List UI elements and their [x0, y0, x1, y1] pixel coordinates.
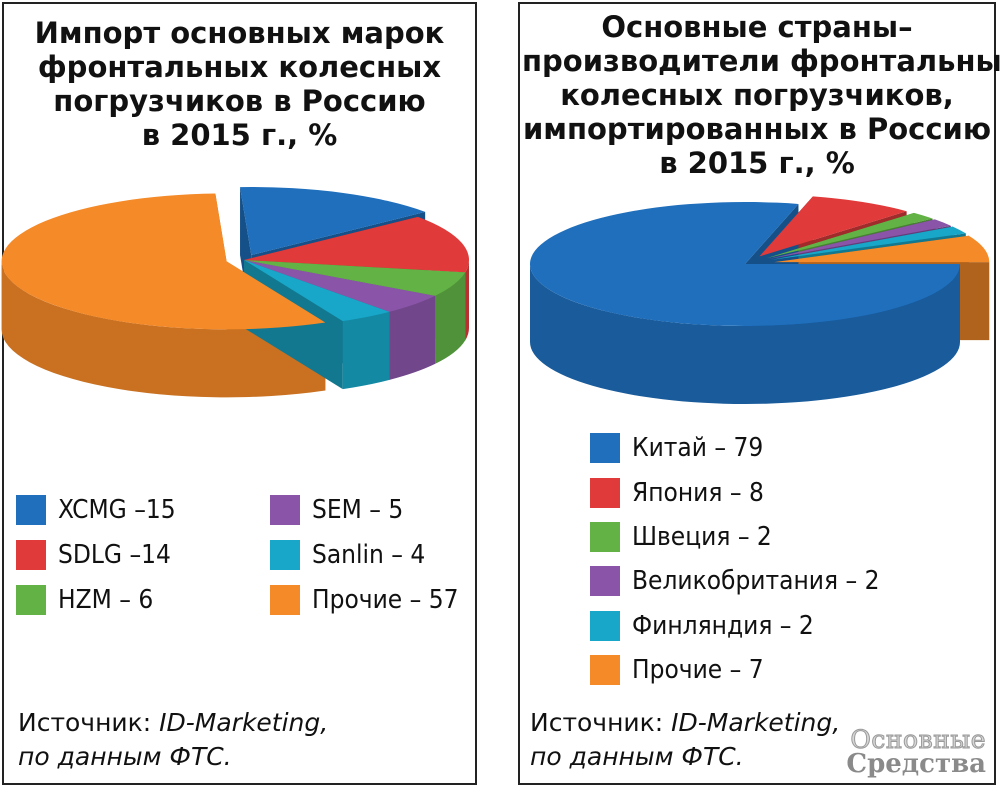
left-title-line-2: фронтальных колесных — [37, 50, 442, 84]
right-legend-item-uk: Великобритания – 2 — [590, 566, 879, 596]
right-title-line-5: в 2015 г., % — [659, 146, 855, 180]
pie-slice-3 — [244, 260, 436, 312]
legend-label: HZM – 6 — [58, 585, 154, 615]
legend-label: Китай – 79 — [632, 433, 764, 463]
source-name: ID-Marketing, — [671, 708, 841, 737]
left-legend-item-sdlg: SDLG –14 — [16, 540, 171, 570]
pie-slice-0 — [530, 201, 960, 326]
legend-swatch — [270, 495, 300, 525]
left-legend-item-xcmg: XCMG –15 — [16, 495, 176, 525]
right-title-line-4: импортированных в Россию — [522, 112, 992, 146]
pie-slice-2 — [244, 260, 466, 296]
right-legend-item-other: Прочие – 7 — [590, 655, 764, 685]
legend-swatch — [16, 585, 46, 615]
legend-swatch — [270, 540, 300, 570]
left-title-line-1: Импорт основных марок — [34, 16, 445, 50]
pie-slice-3 — [769, 219, 951, 259]
legend-swatch — [16, 495, 46, 525]
legend-swatch — [590, 433, 620, 463]
source-prefix: Источник: — [530, 708, 672, 737]
left-legend-item-sem: SEM – 5 — [270, 495, 403, 525]
legend-swatch — [590, 655, 620, 685]
publisher-watermark: Основные Средства — [846, 725, 986, 779]
source-name: ID-Marketing, — [159, 708, 329, 737]
left-legend-item-other: Прочие – 57 — [270, 585, 458, 615]
legend-swatch — [270, 585, 300, 615]
left-source-note: Источник: ID-Marketing, по данным ФТС. — [18, 706, 328, 774]
legend-label: Швеция – 2 — [632, 522, 772, 552]
legend-swatch — [590, 566, 620, 596]
legend-label: Прочие – 7 — [632, 655, 764, 685]
pie-slice-2 — [766, 212, 933, 259]
left-chart-panel: Импорт основных марок фронтальных колесн… — [1, 2, 477, 785]
pie-slice-5 — [774, 235, 990, 263]
right-source-note: Источник: ID-Marketing, по данным ФТС. — [530, 706, 840, 774]
pie-slice-4 — [771, 226, 966, 260]
legend-label: Великобритания – 2 — [632, 566, 880, 596]
left-title-line-3: погрузчиков в Россию — [53, 84, 426, 118]
right-legend-item-sweden: Швеция – 2 — [590, 522, 772, 552]
legend-label: XCMG –15 — [58, 495, 176, 525]
legend-swatch — [590, 478, 620, 508]
pie-slice-1 — [244, 216, 469, 273]
source-line-2: по данным ФТС. — [530, 742, 744, 771]
right-title-line-3: колесных погрузчиков, — [560, 78, 954, 112]
right-legend-item-finland: Финляндия – 2 — [590, 611, 814, 641]
left-pie-chart — [1, 187, 469, 398]
pie-slice-4 — [244, 260, 390, 322]
pie-slice-1 — [759, 196, 907, 257]
source-line-2: по данным ФТС. — [18, 742, 232, 771]
right-legend-item-china: Китай – 79 — [590, 433, 763, 463]
right-title-line-1: Основные страны– — [601, 10, 913, 44]
left-legend-item-hzm: HZM – 6 — [16, 585, 153, 615]
pie-slice-5 — [1, 193, 326, 330]
watermark-line-1: Основные — [850, 725, 986, 754]
legend-swatch — [590, 611, 620, 641]
legend-label: SEM – 5 — [312, 495, 404, 525]
legend-label: SDLG –14 — [58, 540, 171, 570]
legend-label: Прочие – 57 — [312, 585, 459, 615]
right-pie-chart — [530, 196, 990, 404]
legend-label: Sanlin – 4 — [312, 540, 426, 570]
legend-label: Япония – 8 — [632, 478, 764, 508]
left-title-line-4: в 2015 г., % — [141, 118, 338, 152]
legend-swatch — [16, 540, 46, 570]
watermark-line-2: Средства — [846, 749, 986, 779]
right-title-line-2: производители фронтальных — [522, 44, 1000, 78]
left-chart-title: Импорт основных марок фронтальных колесн… — [4, 16, 475, 152]
right-chart-panel: Основные страны– производители фронтальн… — [518, 2, 1000, 785]
source-prefix: Источник: — [18, 708, 160, 737]
legend-swatch — [590, 522, 620, 552]
right-chart-title: Основные страны– производители фронтальн… — [520, 10, 1000, 180]
right-legend-item-japan: Япония – 8 — [590, 478, 764, 508]
left-legend-item-sanlin: Sanlin – 4 — [270, 540, 425, 570]
pie-slice-0 — [240, 187, 426, 256]
legend-label: Финляндия – 2 — [632, 611, 814, 641]
